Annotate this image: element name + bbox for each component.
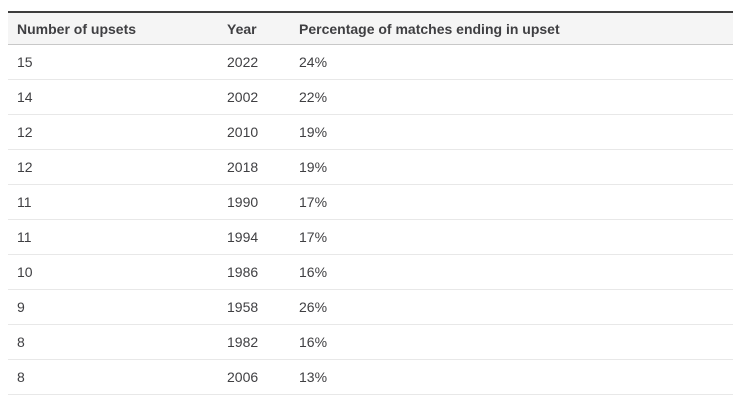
- cell-upsets: 12: [8, 149, 227, 185]
- table-row: 10 1986 16%: [8, 254, 733, 290]
- cell-year: 1982: [227, 324, 299, 360]
- table-row: 8 1982 16%: [8, 324, 733, 360]
- table-row: 12 2010 19%: [8, 114, 733, 150]
- col-header-year: Year: [227, 12, 299, 45]
- cell-upsets: 14: [8, 79, 227, 115]
- cell-percentage: 16%: [299, 324, 733, 360]
- table-row: 15 2022 24%: [8, 44, 733, 80]
- cell-upsets: 9: [8, 289, 227, 325]
- table-row: 8 2006 13%: [8, 359, 733, 395]
- cell-year: 2018: [227, 149, 299, 185]
- col-header-percentage: Percentage of matches ending in upset: [299, 12, 733, 45]
- cell-year: 2022: [227, 44, 299, 80]
- cell-year: 2010: [227, 114, 299, 150]
- cell-upsets: 8: [8, 359, 227, 395]
- cell-upsets: 10: [8, 254, 227, 290]
- table-body: 15 2022 24% 14 2002 22% 12 2010 19% 12 2…: [8, 44, 733, 395]
- cell-percentage: 17%: [299, 184, 733, 220]
- cell-upsets: 15: [8, 44, 227, 80]
- upsets-table-container: Number of upsets Year Percentage of matc…: [8, 11, 733, 395]
- table-row: 11 1990 17%: [8, 184, 733, 220]
- cell-percentage: 16%: [299, 254, 733, 290]
- cell-percentage: 26%: [299, 289, 733, 325]
- cell-percentage: 22%: [299, 79, 733, 115]
- cell-year: 2002: [227, 79, 299, 115]
- cell-percentage: 19%: [299, 114, 733, 150]
- header-row: Number of upsets Year Percentage of matc…: [8, 12, 733, 45]
- cell-upsets: 11: [8, 219, 227, 255]
- table-row: 9 1958 26%: [8, 289, 733, 325]
- cell-percentage: 13%: [299, 359, 733, 395]
- cell-percentage: 19%: [299, 149, 733, 185]
- table-header: Number of upsets Year Percentage of matc…: [8, 12, 733, 45]
- table-row: 11 1994 17%: [8, 219, 733, 255]
- table-row: 12 2018 19%: [8, 149, 733, 185]
- upsets-table: Number of upsets Year Percentage of matc…: [8, 11, 733, 395]
- cell-upsets: 11: [8, 184, 227, 220]
- cell-year: 1986: [227, 254, 299, 290]
- cell-year: 1990: [227, 184, 299, 220]
- table-row: 14 2002 22%: [8, 79, 733, 115]
- cell-year: 1994: [227, 219, 299, 255]
- cell-upsets: 12: [8, 114, 227, 150]
- cell-year: 1958: [227, 289, 299, 325]
- cell-percentage: 17%: [299, 219, 733, 255]
- cell-percentage: 24%: [299, 44, 733, 80]
- cell-year: 2006: [227, 359, 299, 395]
- cell-upsets: 8: [8, 324, 227, 360]
- col-header-number-of-upsets: Number of upsets: [8, 12, 227, 45]
